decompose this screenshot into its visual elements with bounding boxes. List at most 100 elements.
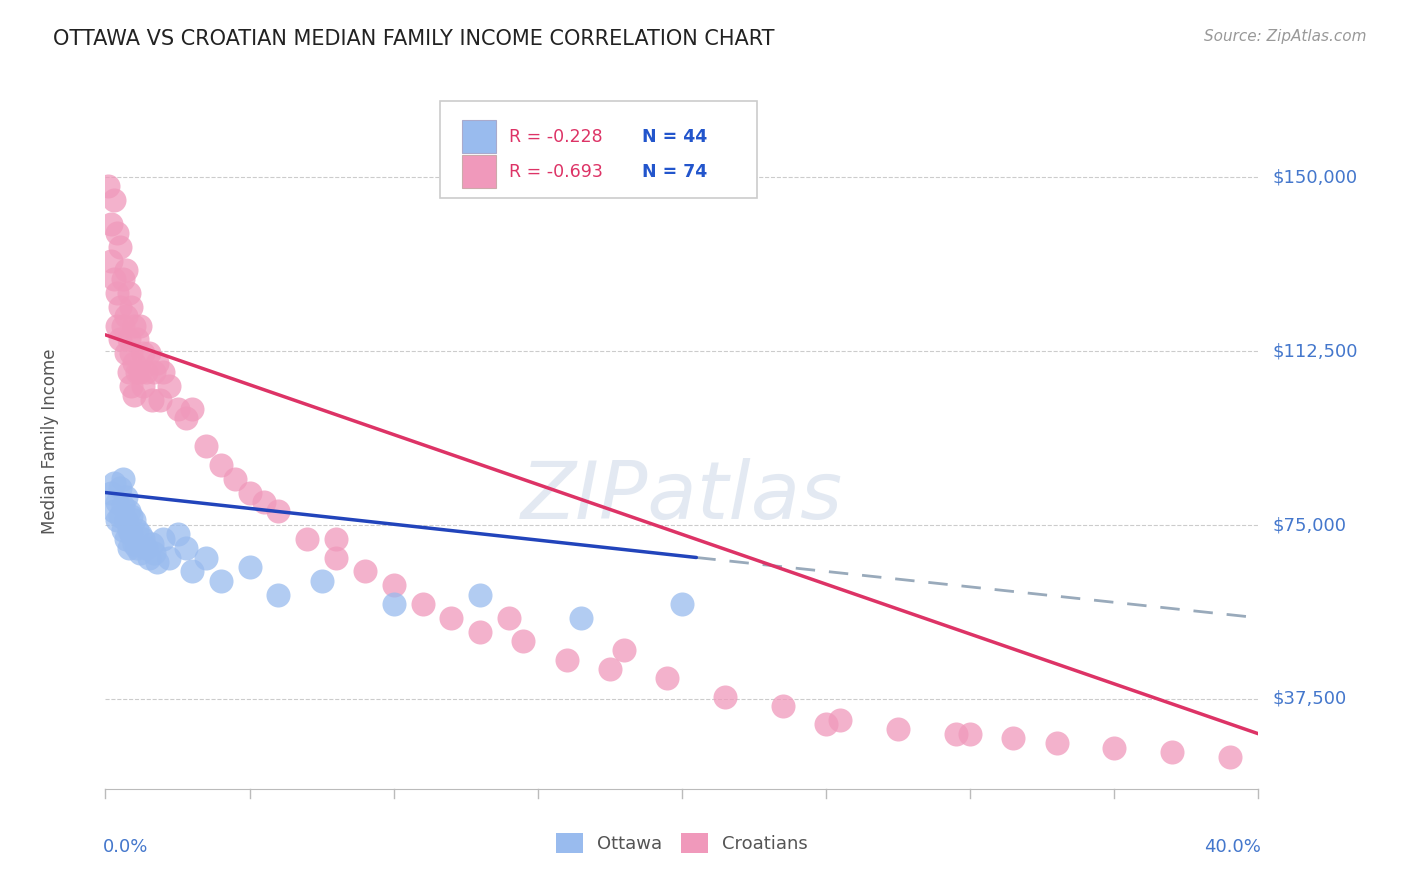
Point [1161, 745, 1184, 759]
Text: N = 74: N = 74 [641, 162, 707, 180]
Point [613, 643, 636, 657]
Point [1219, 750, 1241, 764]
Point [103, 194, 125, 208]
Point [97, 179, 120, 194]
Text: N = 44: N = 44 [641, 128, 707, 145]
Point [120, 379, 142, 393]
Point [127, 523, 149, 537]
Point [157, 379, 180, 393]
Point [111, 472, 134, 486]
Point [440, 611, 463, 625]
Point [114, 346, 136, 360]
Point [470, 624, 492, 639]
Point [195, 550, 218, 565]
Point [105, 495, 128, 509]
Point [152, 532, 174, 546]
Bar [461, 155, 496, 188]
Text: $150,000: $150,000 [1272, 169, 1357, 186]
Text: Median Family Income: Median Family Income [41, 349, 59, 534]
Text: R = -0.228: R = -0.228 [509, 128, 603, 145]
Point [129, 527, 152, 541]
Point [103, 476, 125, 491]
Point [209, 458, 232, 472]
Point [127, 333, 149, 347]
Point [117, 504, 139, 518]
Point [127, 365, 149, 379]
Point [132, 346, 155, 360]
Point [224, 472, 246, 486]
Point [117, 541, 139, 556]
Point [253, 495, 276, 509]
Point [195, 439, 218, 453]
Point [143, 546, 166, 560]
Point [149, 392, 172, 407]
Point [120, 346, 142, 360]
Point [120, 508, 142, 523]
Point [146, 356, 169, 370]
Point [108, 300, 131, 314]
Point [887, 722, 910, 736]
Point [127, 541, 149, 556]
Point [1002, 731, 1025, 746]
Point [105, 226, 128, 240]
Point [209, 574, 232, 588]
Point [657, 671, 679, 685]
Text: $112,500: $112,500 [1272, 343, 1358, 360]
Point [569, 611, 592, 625]
Point [239, 485, 262, 500]
Point [114, 263, 136, 277]
Point [157, 550, 180, 565]
Point [117, 523, 139, 537]
Point [129, 365, 152, 379]
Point [166, 402, 188, 417]
Point [124, 388, 146, 402]
Point [108, 481, 131, 495]
Point [108, 240, 131, 254]
Text: 40.0%: 40.0% [1204, 838, 1261, 856]
Point [114, 532, 136, 546]
Point [174, 411, 197, 425]
Text: R = -0.693: R = -0.693 [509, 162, 603, 180]
Bar [461, 120, 496, 153]
Point [267, 504, 290, 518]
Point [124, 536, 146, 550]
Point [114, 310, 136, 324]
Point [111, 272, 134, 286]
Point [354, 565, 377, 579]
Point [111, 500, 134, 514]
Point [132, 379, 155, 393]
Point [100, 485, 122, 500]
Point [111, 318, 134, 333]
Point [135, 365, 157, 379]
Point [174, 541, 197, 556]
Point [180, 565, 204, 579]
Point [325, 550, 347, 565]
Point [297, 532, 319, 546]
Point [117, 365, 139, 379]
Point [671, 597, 693, 611]
Point [114, 490, 136, 504]
Point [100, 217, 122, 231]
Point [382, 578, 405, 592]
Point [105, 513, 128, 527]
Point [1046, 736, 1069, 750]
Point [180, 402, 204, 417]
Point [138, 550, 160, 565]
Text: $37,500: $37,500 [1272, 690, 1347, 708]
Point [470, 588, 492, 602]
Point [512, 634, 534, 648]
Point [945, 727, 967, 741]
Legend: Ottawa, Croatians: Ottawa, Croatians [548, 826, 815, 861]
Text: $75,000: $75,000 [1272, 516, 1347, 534]
Point [143, 365, 166, 379]
Point [100, 253, 122, 268]
Point [815, 717, 838, 731]
Point [498, 611, 520, 625]
FancyBboxPatch shape [440, 101, 756, 198]
Point [830, 713, 852, 727]
Point [135, 541, 157, 556]
Point [239, 559, 262, 574]
Point [141, 392, 163, 407]
Point [132, 532, 155, 546]
Point [124, 513, 146, 527]
